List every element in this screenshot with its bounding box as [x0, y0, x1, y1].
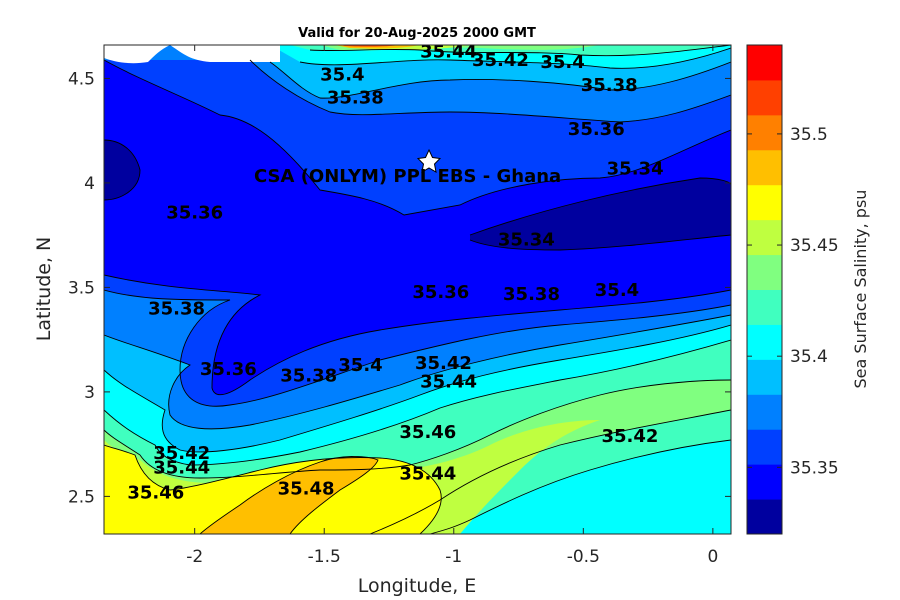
x-tick-label: -1 — [445, 547, 462, 567]
colorbar-cells — [747, 45, 782, 535]
contour-label: 35.4 — [540, 52, 584, 73]
colorbar-frame — [746, 44, 783, 535]
contour-label: 35.38 — [148, 299, 205, 320]
contour-label: 35.38 — [503, 284, 560, 305]
contour-label: 35.42 — [472, 50, 529, 71]
colorbar-cell — [747, 499, 782, 535]
x-tick-label: -1.5 — [308, 547, 341, 567]
contour-lines — [104, 45, 731, 534]
contour-label: 35.38 — [581, 75, 638, 96]
colorbar-cell — [747, 254, 782, 290]
contour-label: 35.48 — [278, 478, 335, 499]
y-tick-label: 3 — [84, 383, 95, 403]
fill-35-40-bottomright — [430, 440, 731, 534]
x-axis: -2 -1.5 -1 -0.5 0 — [186, 45, 718, 567]
x-tick-label: -2 — [186, 547, 203, 567]
colorbar: 35.35 35.4 35.45 35.5 Sea Surface Salinity,… — [746, 44, 870, 535]
colorbar-cell — [747, 45, 782, 81]
fill-35-32-left — [104, 140, 140, 200]
contour-label: 35.42 — [601, 426, 658, 447]
colorbar-tick-label: 35.35 — [790, 458, 839, 478]
colorbar-cell — [747, 114, 782, 151]
contour-label: 35.4 — [320, 65, 364, 86]
x-axis-label: Longitude, E — [358, 575, 477, 597]
contour-label: 35.46 — [127, 482, 184, 503]
colorbar-label: Sea Surface Salinity, psu — [851, 190, 870, 389]
fill-35-32-right — [470, 178, 731, 250]
colorbar-cell — [747, 464, 782, 500]
plot-frame — [103, 44, 732, 535]
site-marker: CSA (ONLYM) PPL EBS - Ghana — [254, 148, 561, 187]
y-axis: 2.5 3 3.5 4 4.5 — [68, 69, 731, 507]
contour-label: 35.44 — [399, 464, 456, 485]
chart-title: Valid for 20-Aug-2025 2000 GMT — [298, 26, 536, 41]
contour-label: 35.36 — [200, 359, 257, 380]
colorbar-cell — [747, 429, 782, 465]
contour-label: 35.38 — [280, 365, 337, 386]
contour-label: 35.4 — [595, 280, 639, 301]
x-tick-label: 0 — [707, 547, 718, 567]
x-tick-label: -0.5 — [567, 547, 600, 567]
colorbar-cell — [747, 394, 782, 430]
no-data-notch — [104, 45, 280, 64]
contour-label: 35.4 — [338, 355, 382, 376]
colorbar-ticks: 35.35 35.4 35.45 35.5 — [747, 125, 839, 478]
contour-label: 35.38 — [327, 88, 384, 109]
contour-label: 35.44 — [153, 457, 210, 478]
colorbar-tick-label: 35.5 — [790, 125, 828, 145]
fill-35-52-lower — [200, 456, 378, 534]
colorbar-cell — [747, 184, 782, 221]
colorbar-cell — [747, 324, 782, 360]
contour-label: 35.34 — [498, 230, 555, 251]
contour-label: 35.42 — [415, 353, 472, 374]
contour-label: 35.46 — [399, 422, 456, 443]
colorbar-tick-label: 35.4 — [790, 347, 828, 367]
colorbar-cell — [747, 219, 782, 256]
contour-label: 35.34 — [607, 159, 664, 180]
y-tick-label: 4 — [84, 174, 95, 194]
contour-label: 35.42 — [153, 443, 210, 464]
y-tick-label: 2.5 — [68, 487, 95, 507]
contour-label: 35.44 — [420, 372, 477, 393]
colorbar-cell — [747, 289, 782, 325]
colorbar-tick-label: 35.45 — [790, 236, 839, 256]
colorbar-cell — [747, 79, 782, 116]
colorbar-cell — [747, 359, 782, 395]
y-tick-label: 3.5 — [68, 278, 95, 298]
star-icon — [416, 148, 442, 173]
y-tick-label: 4.5 — [68, 69, 95, 89]
site-label: CSA (ONLYM) PPL EBS - Ghana — [254, 166, 561, 187]
contour-label: 35.36 — [166, 202, 223, 223]
colorbar-cell — [747, 149, 782, 186]
contour-label: 35.44 — [420, 42, 477, 63]
y-axis-label: Latitude, N — [33, 237, 55, 342]
contour-label: 35.36 — [412, 282, 469, 303]
contour-label: 35.36 — [568, 119, 625, 140]
contour-fills — [104, 45, 731, 534]
